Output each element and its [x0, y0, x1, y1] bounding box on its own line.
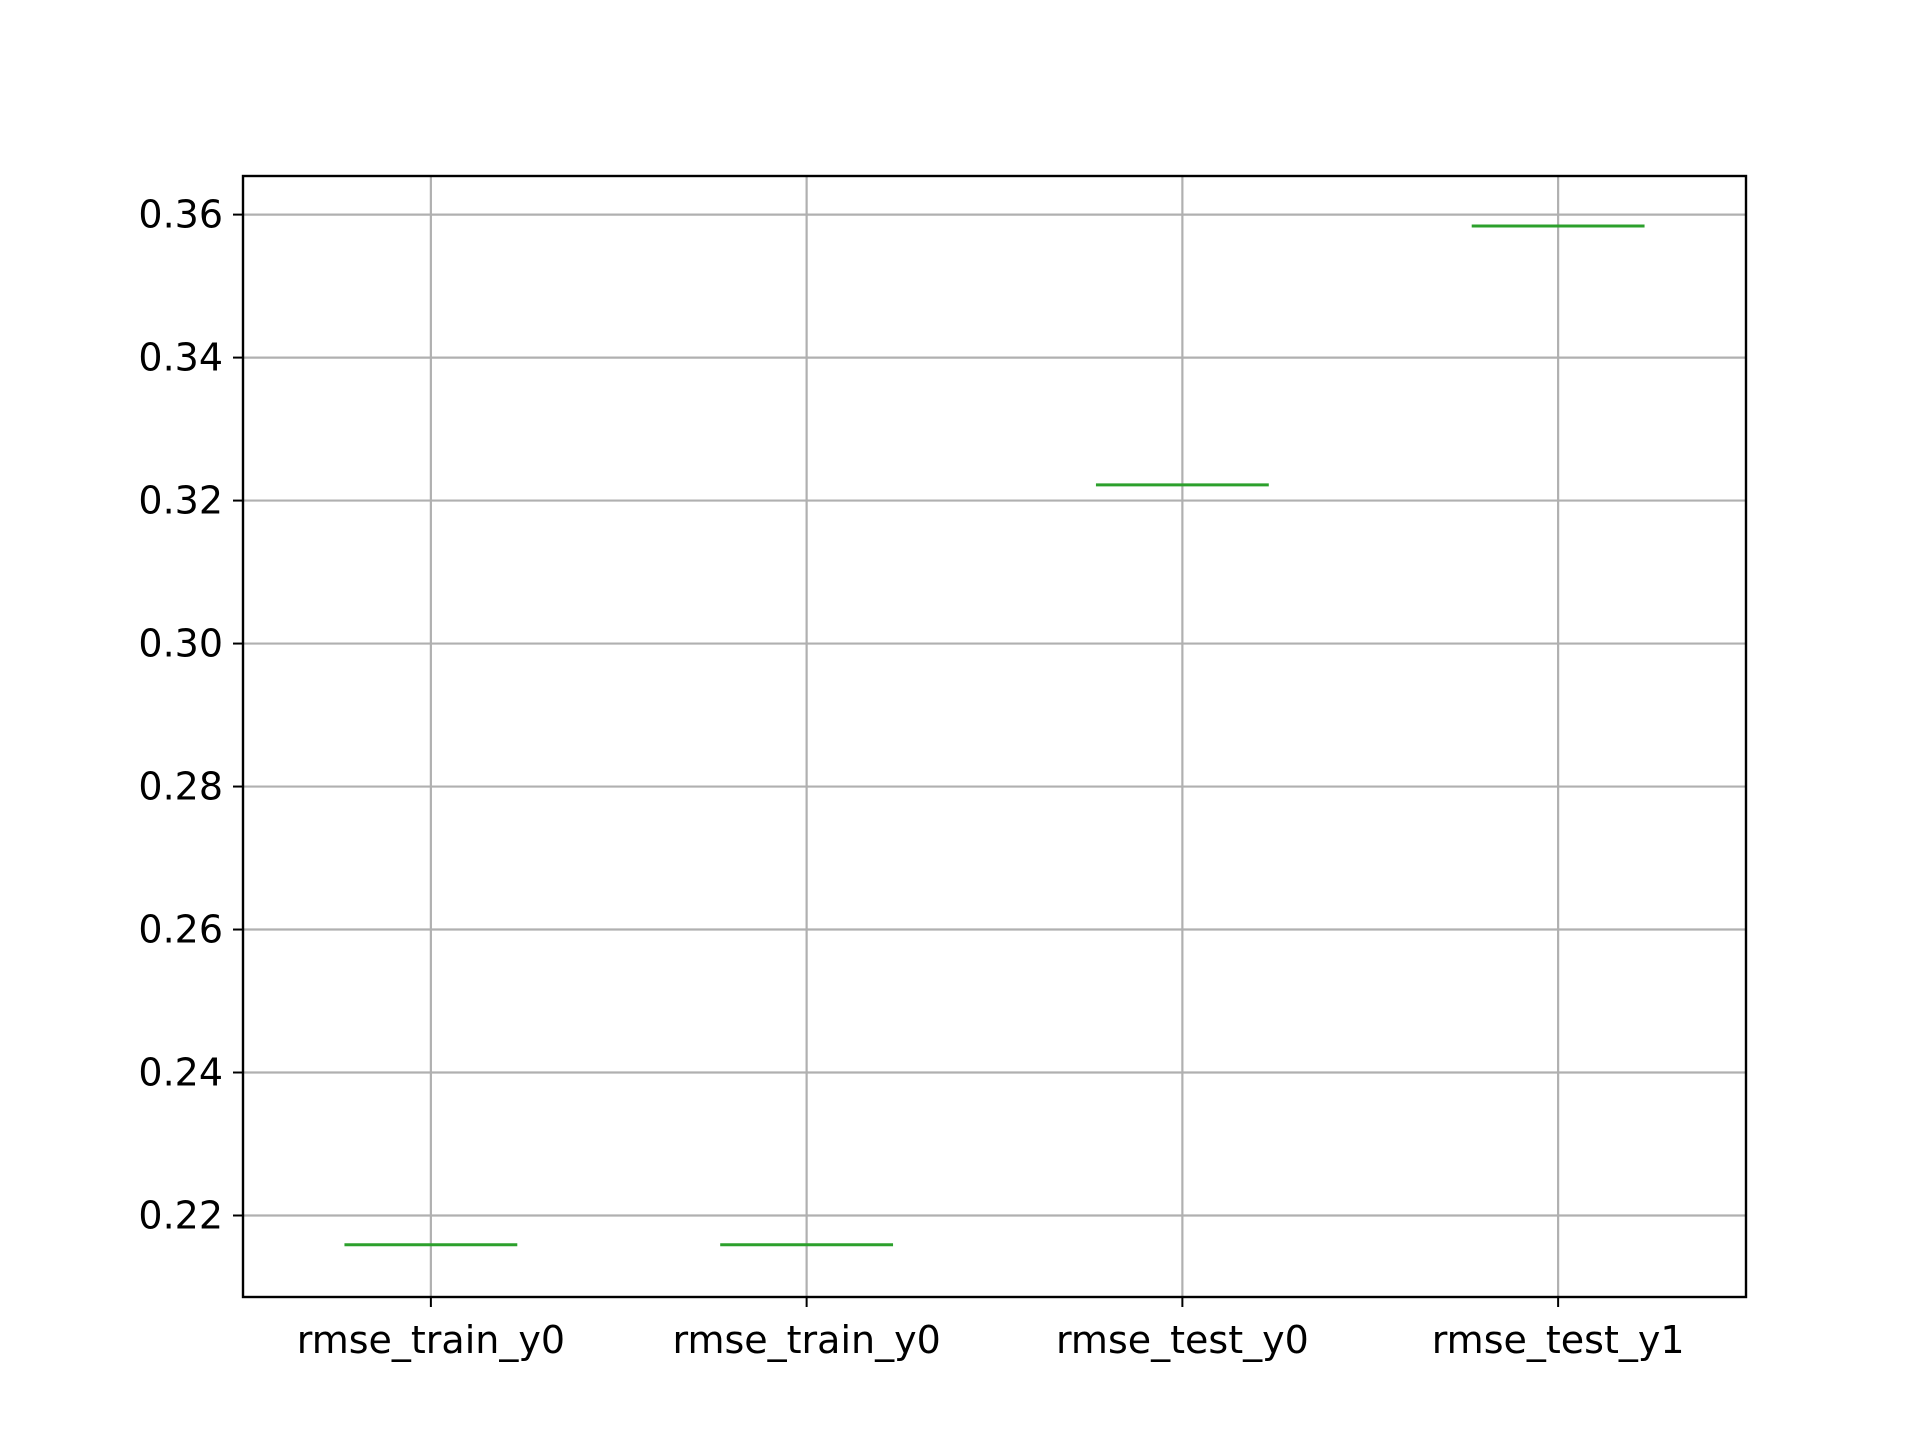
- plot-frame: [241, 174, 1748, 1299]
- y-tick-label: 0.24: [138, 1051, 223, 1095]
- y-tick-label: 0.30: [138, 622, 223, 666]
- x-tick-label: rmse_test_y1: [1432, 1318, 1685, 1362]
- x-tick-label: rmse_train_y0: [297, 1318, 565, 1362]
- y-tick-label: 0.28: [138, 765, 223, 809]
- x-tick-label: rmse_train_y0: [672, 1318, 940, 1362]
- y-tick-label: 0.34: [138, 336, 223, 380]
- marks-layer: [344, 224, 1645, 1247]
- y-tick-label: 0.26: [138, 908, 223, 952]
- axes-layer: [233, 174, 1748, 1307]
- y-tick-label: 0.36: [138, 193, 223, 237]
- y-tick-label: 0.22: [138, 1193, 223, 1237]
- x-tick-label: rmse_test_y0: [1056, 1318, 1309, 1362]
- grid-layer: [243, 176, 1746, 1297]
- labels-layer: 0.22 0.24 0.26 0.28 0.30 0.32 0.34 0.36 rmse_tra…: [138, 193, 1684, 1362]
- y-tick-label: 0.32: [138, 479, 223, 523]
